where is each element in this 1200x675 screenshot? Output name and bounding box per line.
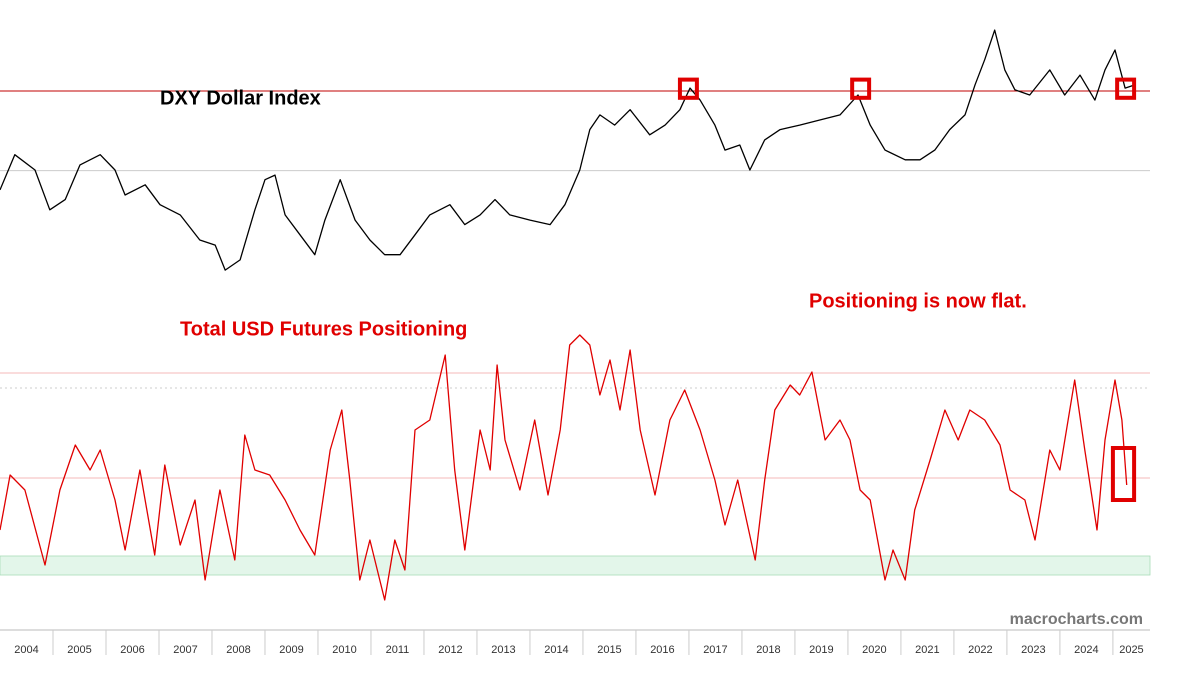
x-tick-label: 2004 (14, 644, 38, 656)
x-tick-label: 2021 (915, 644, 939, 656)
x-tick-label: 2011 (386, 644, 410, 656)
x-tick-label: 2016 (650, 644, 674, 656)
highlight-box (850, 77, 872, 100)
x-tick-label: 2010 (332, 644, 356, 656)
watermark: macrocharts.com (1010, 611, 1143, 628)
x-tick-label: 2018 (756, 644, 780, 656)
highlight-box (1115, 77, 1137, 100)
x-tick-label: 2013 (491, 644, 515, 656)
x-tick-label: 2008 (226, 644, 250, 656)
x-tick-label: 2006 (120, 644, 144, 656)
x-tick-label: 2025 (1119, 644, 1143, 656)
x-tick-label: 2009 (279, 644, 303, 656)
x-tick-label: 2015 (597, 644, 621, 656)
x-tick-label: 2007 (173, 644, 197, 656)
x-tick-label: 2014 (544, 644, 568, 656)
x-tick-label: 2017 (703, 644, 727, 656)
plot-layer: 2004 2005 2006 2007 2008 2009 2010 2011 2012 2013… (0, 29, 1151, 656)
data-line (0, 29, 1136, 271)
highlight-box (677, 77, 699, 100)
x-tick-label: 2024 (1074, 644, 1098, 656)
x-tick-label: 2022 (968, 644, 992, 656)
chart-title: DXY Dollar Index (160, 87, 321, 109)
annotation: Positioning is now flat. (809, 290, 1027, 312)
x-tick-label: 2005 (67, 644, 91, 656)
x-tick-label: 2012 (438, 644, 462, 656)
highlight-box (1110, 446, 1137, 502)
data-line (0, 334, 1128, 601)
x-tick-label: 2019 (809, 644, 833, 656)
zone-band (0, 555, 1151, 576)
x-tick-label: 2020 (862, 644, 886, 656)
chart-title: Total USD Futures Positioning (180, 318, 467, 340)
x-tick-label: 2023 (1021, 644, 1045, 656)
